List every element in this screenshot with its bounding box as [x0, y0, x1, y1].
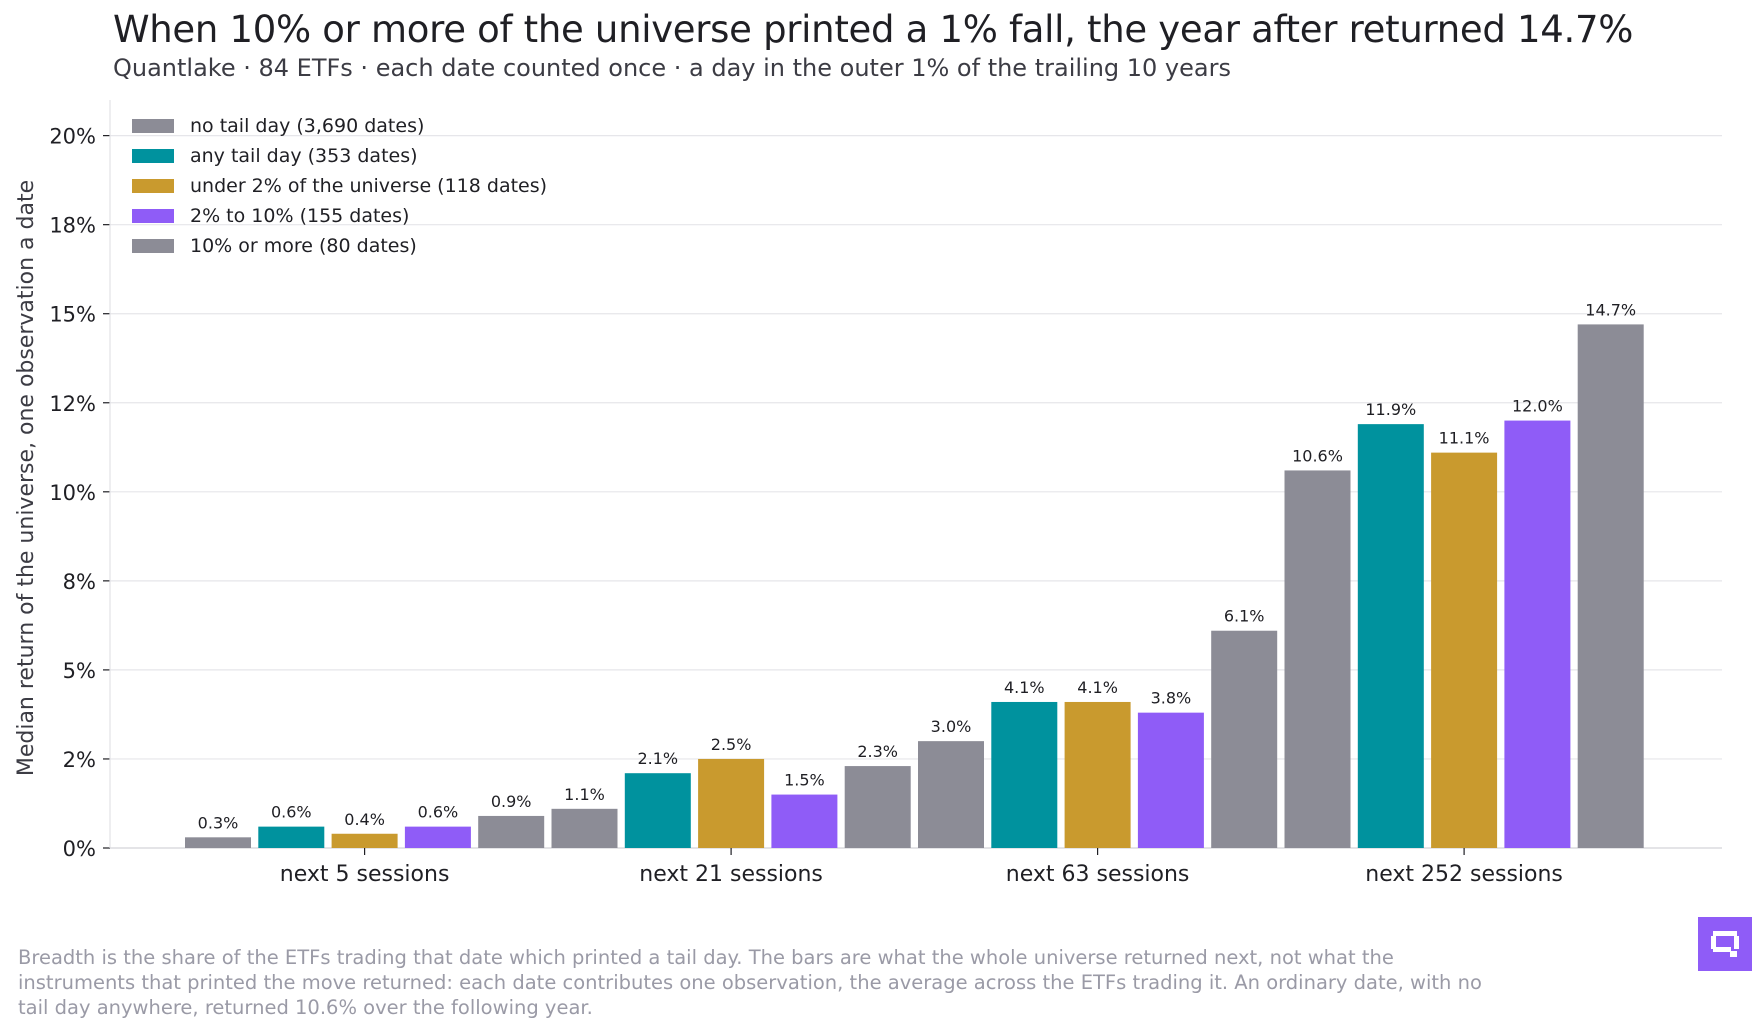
legend-label: under 2% of the universe (118 dates) — [190, 175, 547, 197]
bar — [551, 808, 618, 848]
data-label: 14.7% — [1585, 300, 1636, 319]
bar — [1431, 452, 1498, 848]
bar — [404, 826, 471, 848]
legend-label: any tail day (353 dates) — [190, 145, 418, 167]
bar — [1577, 324, 1644, 848]
bar — [918, 741, 984, 848]
data-label: 6.1% — [1224, 607, 1265, 626]
data-label: 0.6% — [271, 803, 312, 822]
data-label: 4.1% — [1077, 678, 1118, 697]
bar — [991, 701, 1058, 848]
legend-swatch — [132, 119, 174, 133]
footnote: Breadth is the share of the ETFs trading… — [18, 946, 1482, 1019]
legend-swatch — [132, 239, 174, 253]
legend: no tail day (3,690 dates) any tail day (3… — [132, 115, 547, 257]
data-label: 1.5% — [784, 771, 825, 790]
y-tick-label: 8% — [63, 570, 96, 594]
data-label: 3.0% — [931, 717, 972, 736]
data-label: 10.6% — [1292, 446, 1343, 465]
data-label: 2.5% — [711, 735, 752, 754]
bar — [844, 766, 911, 848]
y-tick-label: 15% — [49, 303, 96, 327]
legend-label: no tail day (3,690 dates) — [190, 115, 424, 137]
data-label: 0.9% — [491, 792, 532, 811]
bar — [1137, 712, 1204, 848]
quantlake-logo-icon[interactable] — [1698, 917, 1752, 971]
y-tick-label: 18% — [49, 214, 96, 238]
chart-title: When 10% or more of the universe printed… — [113, 8, 1634, 51]
bar — [478, 815, 545, 848]
legend-label: 2% to 10% (155 dates) — [190, 205, 409, 227]
data-label: 11.1% — [1439, 429, 1490, 448]
x-tick-label: next 5 sessions — [280, 862, 450, 887]
bar — [331, 833, 398, 848]
bar — [185, 837, 251, 848]
y-tick-label: 5% — [63, 659, 96, 683]
bar — [1504, 420, 1571, 848]
bar — [1357, 424, 1424, 848]
data-label: 0.4% — [344, 810, 385, 829]
x-axis: next 5 sessions next 21 sessions next 63 s… — [280, 848, 1563, 887]
bar — [1284, 470, 1351, 848]
x-tick-label: next 63 sessions — [1006, 862, 1190, 887]
data-label: 2.1% — [637, 749, 678, 768]
data-label: 1.1% — [564, 785, 605, 804]
bar — [258, 826, 325, 848]
bar-chart: 0%2%5%8%10%12%15%18%20% next 5 sessions n… — [14, 100, 1722, 887]
bar — [1211, 630, 1278, 848]
y-tick-label: 10% — [49, 481, 96, 505]
data-label: 3.8% — [1151, 689, 1192, 708]
y-axis-label: Median return of the universe, one obser… — [14, 180, 39, 776]
y-tick-label: 12% — [49, 392, 96, 416]
data-labels: 0.3% 0.6% 0.4% 0.6% 0.9% 1.1% 2.1% 2.5% 1.5% 2.3%… — [198, 300, 1636, 832]
legend-swatch — [132, 179, 174, 193]
data-label: 2.3% — [857, 742, 898, 761]
chart-subtitle: Quantlake · 84 ETFs · each date counted … — [113, 54, 1231, 82]
bars — [185, 324, 1644, 848]
legend-swatch — [132, 209, 174, 223]
y-tick-label: 2% — [63, 748, 96, 772]
data-label: 0.3% — [198, 813, 239, 832]
data-label: 12.0% — [1512, 397, 1563, 416]
legend-label: 10% or more (80 dates) — [190, 235, 417, 257]
bar — [1064, 701, 1131, 848]
x-tick-label: next 21 sessions — [639, 862, 823, 887]
legend-swatch — [132, 149, 174, 163]
y-tick-label: 20% — [49, 125, 96, 149]
bar — [771, 794, 838, 848]
data-label: 4.1% — [1004, 678, 1045, 697]
data-label: 11.9% — [1365, 400, 1416, 419]
data-label: 0.6% — [418, 803, 459, 822]
y-tick-label: 0% — [63, 837, 96, 861]
bar — [624, 773, 691, 848]
bar — [698, 758, 765, 848]
x-tick-label: next 252 sessions — [1365, 862, 1563, 887]
